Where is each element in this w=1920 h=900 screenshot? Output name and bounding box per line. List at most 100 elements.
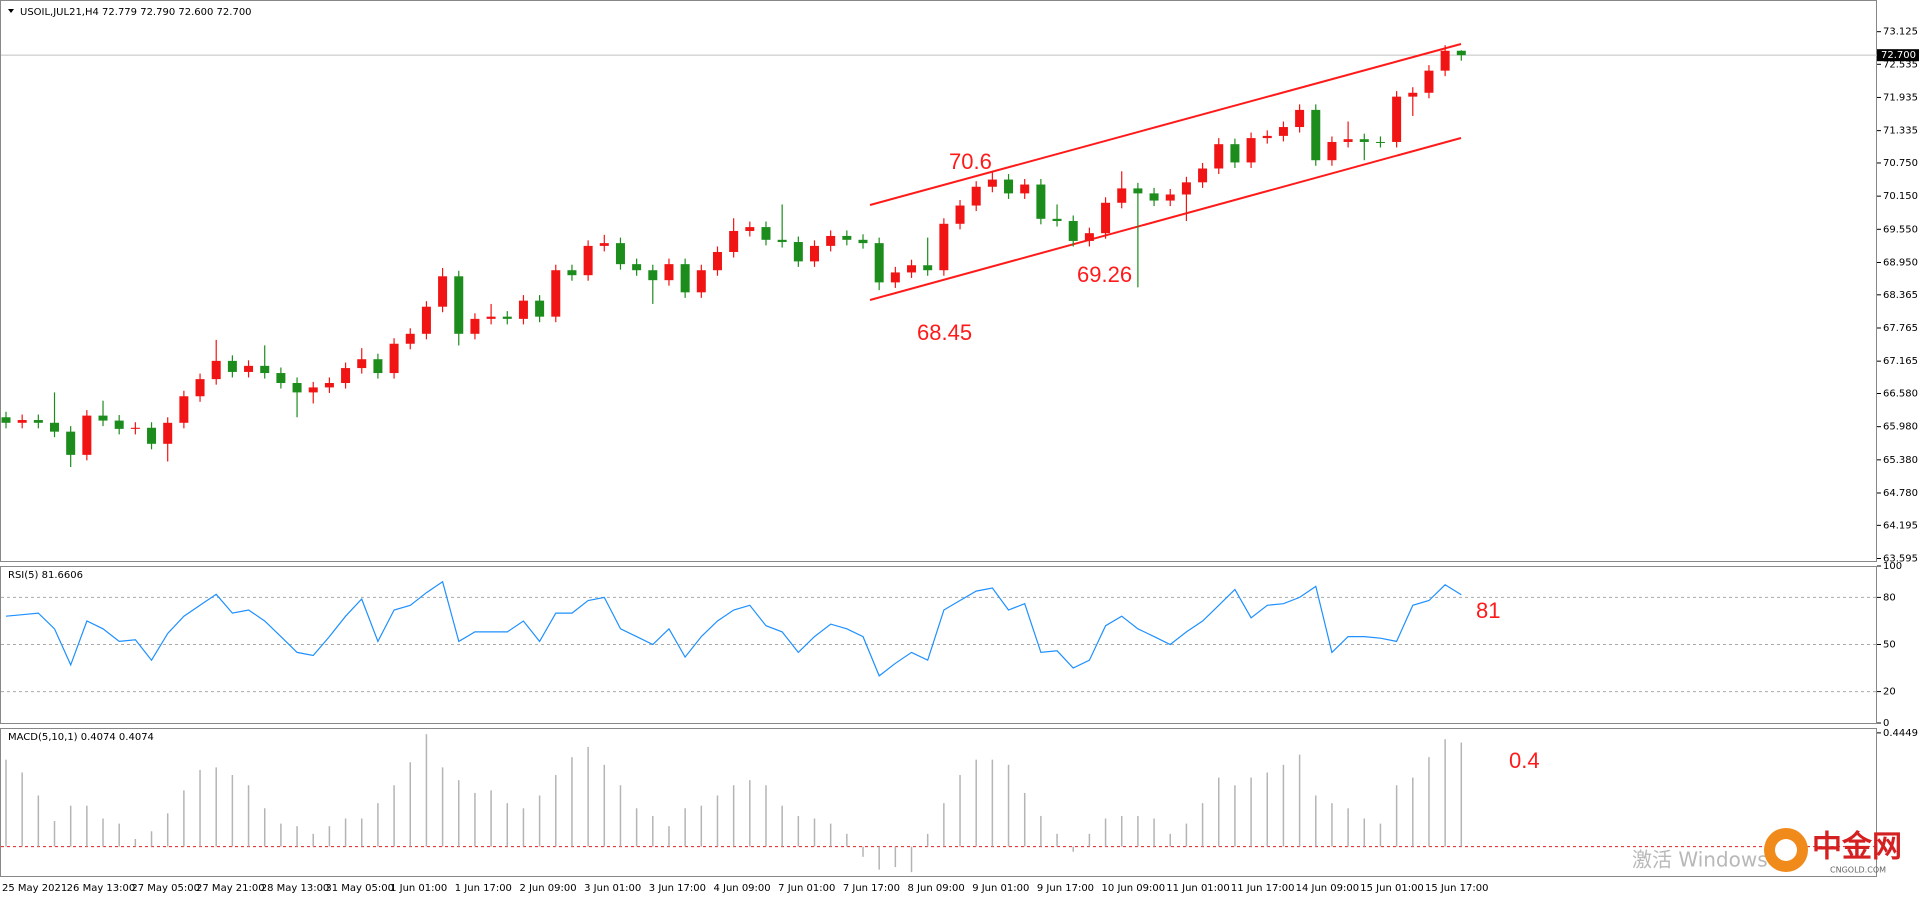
- candle-body: [1311, 109, 1321, 161]
- candle-body: [615, 243, 625, 265]
- candle-body: [745, 227, 755, 231]
- candle-body: [842, 235, 852, 240]
- candle-body: [955, 205, 965, 224]
- macd-panel: [0, 728, 1877, 877]
- channel-upper: [869, 43, 1462, 206]
- candle-body: [535, 300, 545, 317]
- candle-body: [1295, 109, 1305, 128]
- candle-body: [858, 239, 868, 244]
- candle-body: [1278, 127, 1288, 136]
- candle-body: [470, 318, 480, 334]
- annotation: 81: [1476, 598, 1500, 623]
- x-tick-label: 28 May 13:00: [261, 883, 330, 894]
- candle-body: [810, 245, 819, 262]
- x-tick-label: 3 Jun 17:00: [649, 883, 706, 894]
- candle-body: [502, 316, 512, 319]
- candle-body: [244, 365, 254, 372]
- candle-body: [729, 230, 739, 252]
- current-price-box: [1877, 49, 1919, 62]
- candle-body: [276, 373, 286, 383]
- candle-body: [195, 379, 205, 397]
- candle-body: [341, 368, 351, 383]
- x-tick-label: 26 May 13:00: [67, 883, 136, 894]
- x-tick-label: 9 Jun 17:00: [1037, 883, 1094, 894]
- candle-body: [179, 396, 189, 423]
- candle-body: [874, 243, 884, 283]
- candle-body: [518, 300, 528, 319]
- y-tick-label: 63.595: [1883, 554, 1918, 565]
- candle-body: [1359, 139, 1369, 142]
- y-tick-label: 66.580: [1883, 388, 1918, 399]
- y-tick-label: 70.750: [1883, 158, 1918, 169]
- watermark-text: 激活 Windows: [1632, 848, 1768, 872]
- x-tick-label: 11 Jun 01:00: [1166, 883, 1230, 894]
- y-tick-label: 50: [1883, 640, 1896, 651]
- candle-body: [163, 422, 173, 444]
- candle-body: [211, 360, 221, 380]
- candle-body: [1036, 184, 1046, 219]
- candle-body: [50, 422, 60, 432]
- candle-body: [583, 245, 593, 276]
- current-price-label: 72.700: [1881, 50, 1916, 61]
- x-tick-label: 25 May 2021: [2, 883, 67, 894]
- candle-body: [1101, 202, 1111, 234]
- candle-body: [664, 264, 674, 281]
- x-tick-label: 1 Jun 01:00: [390, 883, 447, 894]
- candle-body: [147, 427, 157, 444]
- candle-body: [1117, 188, 1127, 203]
- candle-body: [680, 264, 690, 293]
- y-tick-label: 80: [1883, 592, 1896, 603]
- candle-body: [373, 359, 383, 374]
- candle-body: [98, 415, 108, 421]
- candle-body: [826, 235, 836, 246]
- candle-body: [648, 270, 658, 281]
- candle-body: [1052, 218, 1062, 222]
- candle-body: [696, 270, 706, 293]
- logo-site: CNGOLD.COM: [1830, 866, 1886, 875]
- candle-body: [114, 420, 124, 429]
- x-tick-label: 9 Jun 01:00: [972, 883, 1029, 894]
- candle-body: [1084, 233, 1094, 241]
- candle-body: [1327, 141, 1337, 161]
- x-tick-label: 4 Jun 09:00: [713, 883, 770, 894]
- annotation: 0.4: [1509, 748, 1540, 773]
- candle-body: [1440, 50, 1450, 71]
- candle-body: [1230, 144, 1240, 163]
- candle-body: [324, 382, 334, 388]
- candle-body: [260, 365, 270, 374]
- candle-body: [227, 360, 237, 372]
- candle-body: [1004, 179, 1014, 194]
- candle-body: [1343, 139, 1353, 142]
- x-tick-label: 14 Jun 09:00: [1296, 883, 1360, 894]
- candle-body: [357, 359, 367, 369]
- candle-body: [130, 427, 140, 429]
- y-tick-label: 64.195: [1883, 520, 1918, 531]
- candle-body: [33, 420, 43, 423]
- x-tick-label: 11 Jun 17:00: [1231, 883, 1295, 894]
- candle-body: [1424, 70, 1434, 93]
- candle-body: [567, 270, 577, 276]
- y-tick-label: 71.935: [1883, 92, 1918, 103]
- candle-body: [551, 270, 561, 317]
- candle-body: [1214, 144, 1224, 169]
- y-tick-label: 72.535: [1883, 59, 1918, 70]
- x-tick-label: 15 Jun 17:00: [1425, 883, 1489, 894]
- candle-body: [1068, 221, 1078, 241]
- candle-body: [971, 186, 981, 206]
- candle-body: [17, 420, 27, 423]
- logo-text: 中金网: [1812, 830, 1902, 865]
- candle-body: [292, 382, 302, 393]
- y-tick-label: 68.365: [1883, 290, 1918, 301]
- rsi-line: [5, 580, 1462, 677]
- candle-body: [923, 265, 933, 271]
- candle-body: [1456, 50, 1466, 56]
- y-tick-label: 64.780: [1883, 488, 1918, 499]
- candle-body: [1375, 141, 1385, 143]
- candle-body: [599, 243, 609, 246]
- candle-body: [486, 316, 496, 319]
- y-tick-label: 70.150: [1883, 191, 1918, 202]
- candle-body: [907, 265, 917, 273]
- candle-body: [421, 306, 431, 334]
- candle-body: [987, 179, 997, 187]
